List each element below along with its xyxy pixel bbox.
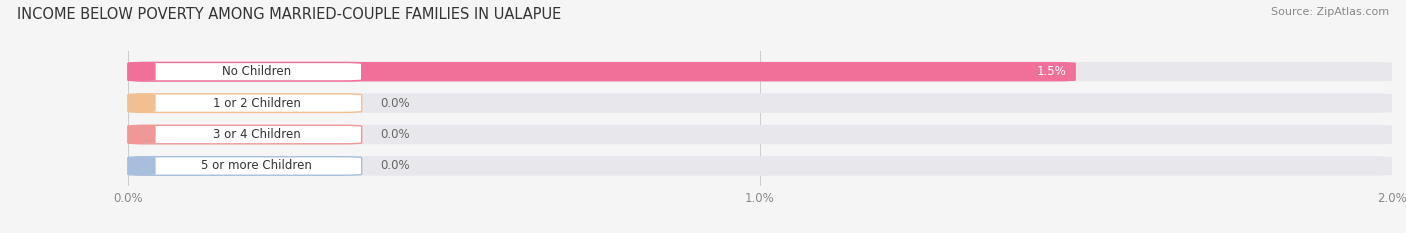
FancyBboxPatch shape [128, 157, 361, 175]
FancyBboxPatch shape [128, 62, 1076, 81]
Text: 0.0%: 0.0% [381, 97, 411, 110]
FancyBboxPatch shape [128, 94, 156, 112]
FancyBboxPatch shape [128, 156, 1392, 176]
Text: 0.0%: 0.0% [381, 159, 411, 172]
Text: 1 or 2 Children: 1 or 2 Children [212, 97, 301, 110]
FancyBboxPatch shape [128, 62, 1392, 81]
FancyBboxPatch shape [128, 125, 1392, 144]
Text: 1.5%: 1.5% [1036, 65, 1066, 78]
FancyBboxPatch shape [128, 62, 361, 81]
Text: INCOME BELOW POVERTY AMONG MARRIED-COUPLE FAMILIES IN UALAPUE: INCOME BELOW POVERTY AMONG MARRIED-COUPL… [17, 7, 561, 22]
Text: Source: ZipAtlas.com: Source: ZipAtlas.com [1271, 7, 1389, 17]
Text: No Children: No Children [222, 65, 291, 78]
FancyBboxPatch shape [128, 94, 361, 112]
Text: 3 or 4 Children: 3 or 4 Children [212, 128, 301, 141]
FancyBboxPatch shape [128, 93, 1392, 113]
Text: 0.0%: 0.0% [381, 128, 411, 141]
FancyBboxPatch shape [128, 62, 156, 81]
FancyBboxPatch shape [128, 125, 156, 144]
FancyBboxPatch shape [128, 157, 156, 175]
Text: 5 or more Children: 5 or more Children [201, 159, 312, 172]
FancyBboxPatch shape [128, 125, 361, 144]
